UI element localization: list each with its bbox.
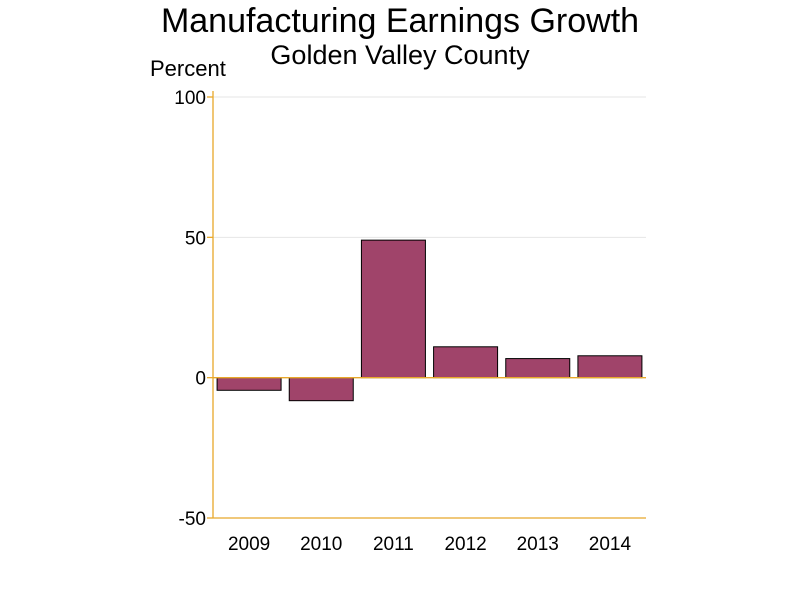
y-axis-label: Percent — [150, 56, 226, 81]
bar-2014 — [577, 355, 643, 379]
x-tick-label: 2014 — [589, 534, 632, 555]
bar-2009 — [216, 377, 282, 391]
chart-title: Manufacturing Earnings Growth — [160, 2, 640, 40]
x-tick-label: 2010 — [300, 534, 342, 555]
x-tick-label: 2013 — [517, 534, 559, 555]
x-tick-label: 2011 — [373, 534, 414, 555]
y-tick-label: 0 — [195, 369, 206, 390]
bar-2011 — [360, 239, 426, 379]
bar-2012 — [433, 346, 499, 379]
y-tick-label: 50 — [185, 228, 206, 249]
chart-subtitle: Golden Valley County — [270, 40, 530, 70]
y-tick-label: -50 — [179, 509, 206, 530]
y-tick-label: 100 — [174, 88, 206, 109]
x-tick-label: 2012 — [444, 534, 486, 555]
bar-2010 — [288, 377, 354, 402]
bar-2013 — [505, 358, 571, 379]
x-tick-label: 2009 — [228, 534, 270, 555]
